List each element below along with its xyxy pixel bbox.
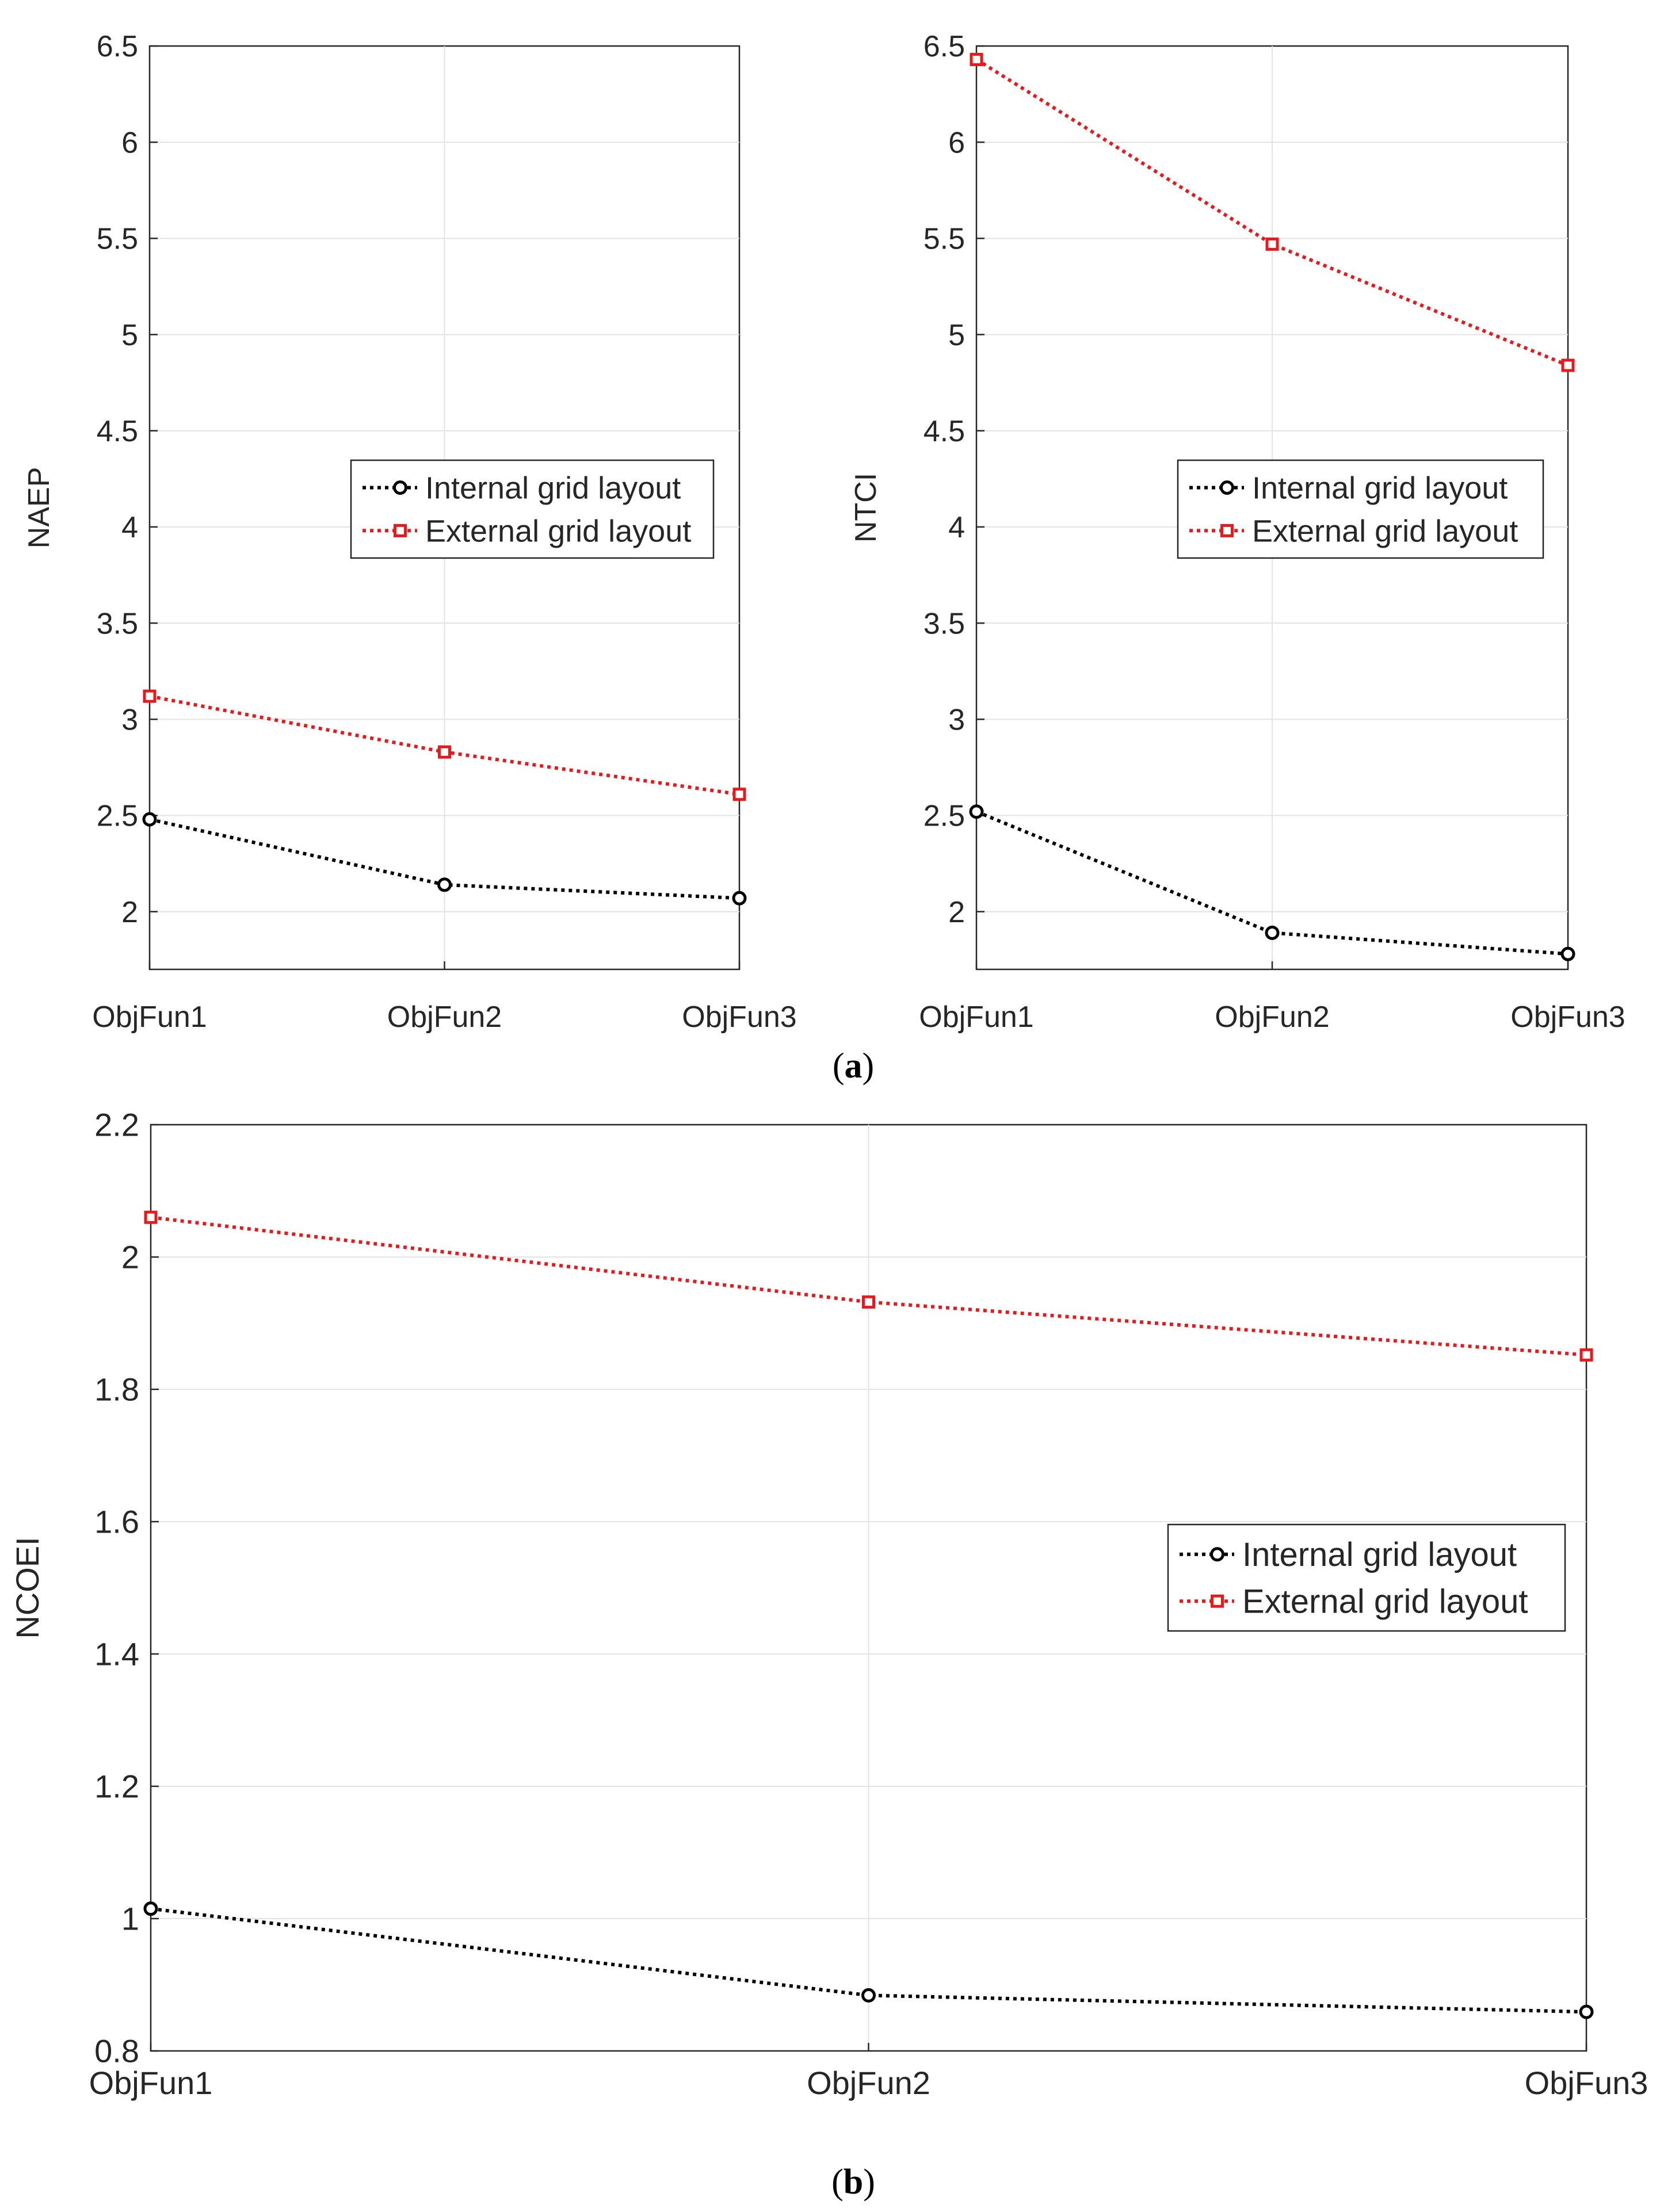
series-line-internal xyxy=(150,1907,1587,2014)
legend-marker-external xyxy=(1211,1594,1224,1608)
legend-label: External grid layout xyxy=(1242,1583,1528,1621)
y-tick-label: 4 xyxy=(121,511,138,544)
legend-marker-internal xyxy=(393,480,407,495)
data-point-external xyxy=(862,1295,875,1309)
data-point-internal xyxy=(142,812,157,827)
y-tick-label: 4.5 xyxy=(97,415,138,448)
data-point-internal xyxy=(143,1901,158,1916)
y-axis-label: NCOEI xyxy=(9,1537,45,1638)
data-point-external xyxy=(438,745,451,759)
x-tick-label: ObjFun1 xyxy=(919,1000,1033,1034)
legend-box xyxy=(1167,1523,1566,1632)
legend-label: Internal grid layout xyxy=(1252,471,1508,506)
data-point-internal xyxy=(437,877,452,892)
x-tick-label: ObjFun2 xyxy=(1215,1000,1329,1034)
y-tick-label: 6.5 xyxy=(97,30,138,63)
chart-ncoei: 0.8 1 1.2 1.4 1.6 1.8 2 2.2 ObjFun1 ObjFun2 ObjFun… xyxy=(9,1107,1648,2101)
chart-ntci: 2 2.5 3 3.5 4 4.5 5 5.5 6 6.5 ObjFun1 ObjFun2 ObjFun… xyxy=(849,30,1625,1034)
legend-label: External grid layout xyxy=(425,514,691,548)
caption-b-letter: b xyxy=(843,2163,864,2202)
y-tick-label: 5.5 xyxy=(97,223,138,256)
legend-marker-external xyxy=(1220,524,1234,537)
x-tick-label: ObjFun3 xyxy=(1510,1000,1625,1034)
data-point-external xyxy=(970,52,983,66)
data-point-internal xyxy=(861,1988,876,2003)
y-tick-label: 2.5 xyxy=(924,800,965,833)
y-tick-label: 2.5 xyxy=(97,800,138,833)
series-line-internal xyxy=(975,810,1569,956)
data-point-internal xyxy=(1579,2004,1594,2019)
y-tick-label: 2 xyxy=(121,1239,139,1275)
y-tick-label: 4.5 xyxy=(924,415,965,448)
x-tick-label: ObjFun2 xyxy=(807,2065,930,2101)
y-tick-label: 3 xyxy=(121,704,138,737)
y-tick-label: 2 xyxy=(121,896,138,929)
y-tick-label: 2 xyxy=(948,896,965,929)
y-axis-label: NTCI xyxy=(849,473,883,543)
y-tick-label: 5 xyxy=(948,319,965,352)
legend: Internal grid layout External grid layout xyxy=(350,459,715,559)
y-tick-label: 5 xyxy=(121,319,138,352)
data-point-internal xyxy=(1265,925,1280,940)
legend: Internal grid layout External grid layout xyxy=(1167,1523,1566,1632)
data-point-internal xyxy=(969,804,984,819)
x-tick-label: ObjFun3 xyxy=(1525,2065,1649,2101)
y-tick-label: 0.8 xyxy=(94,2033,139,2069)
legend-label: Internal grid layout xyxy=(1242,1536,1517,1573)
y-tick-label: 3 xyxy=(948,704,965,737)
series-line-external xyxy=(150,1216,1587,1357)
y-tick-label: 3.5 xyxy=(97,607,138,640)
legend: Internal grid layout External grid layout xyxy=(1177,459,1544,559)
x-tick-label: ObjFun3 xyxy=(682,1000,796,1034)
legend-label: Internal grid layout xyxy=(425,471,681,506)
y-tick-label: 1.4 xyxy=(94,1636,139,1672)
x-tick-label: ObjFun1 xyxy=(89,2065,213,2101)
y-tick-label: 6 xyxy=(948,126,965,159)
data-point-external xyxy=(1561,358,1575,372)
x-tick-label: ObjFun2 xyxy=(387,1000,502,1034)
data-point-external xyxy=(144,1210,158,1224)
data-point-external xyxy=(1265,237,1279,251)
y-tick-label: 6 xyxy=(121,126,138,159)
y-axis-label: NAEP xyxy=(22,467,56,549)
legend-marker-external xyxy=(394,524,407,537)
legend-box xyxy=(350,459,715,559)
y-tick-label: 1.2 xyxy=(94,1768,139,1805)
data-point-internal xyxy=(1560,946,1575,961)
data-point-external xyxy=(732,788,746,801)
chart-naep: 2 2.5 3 3.5 4 4.5 5 5.5 6 6.5 ObjFun1 ObjFun2 ObjFun… xyxy=(22,30,797,1034)
y-tick-label: 3.5 xyxy=(924,607,965,640)
data-point-external xyxy=(143,689,157,703)
caption-b: (b) xyxy=(831,2163,875,2202)
y-tick-label: 1.6 xyxy=(94,1504,139,1540)
x-tick-label: ObjFun1 xyxy=(92,1000,207,1034)
legend-marker-internal xyxy=(1220,480,1234,495)
data-point-internal xyxy=(732,891,747,906)
series-line-external xyxy=(975,58,1569,367)
y-tick-label: 4 xyxy=(948,511,965,544)
caption-a: (a) xyxy=(832,1046,875,1086)
legend-marker-internal xyxy=(1210,1547,1224,1562)
legend-label: External grid layout xyxy=(1252,514,1518,548)
y-tick-label: 2.2 xyxy=(94,1107,139,1143)
y-tick-label: 6.5 xyxy=(924,30,965,63)
y-tick-label: 1 xyxy=(121,1901,139,1937)
caption-a-letter: a xyxy=(844,1046,863,1086)
y-tick-label: 5.5 xyxy=(924,223,965,256)
legend-box xyxy=(1177,459,1544,559)
data-point-external xyxy=(1579,1348,1593,1362)
y-tick-label: 1.8 xyxy=(94,1371,139,1408)
